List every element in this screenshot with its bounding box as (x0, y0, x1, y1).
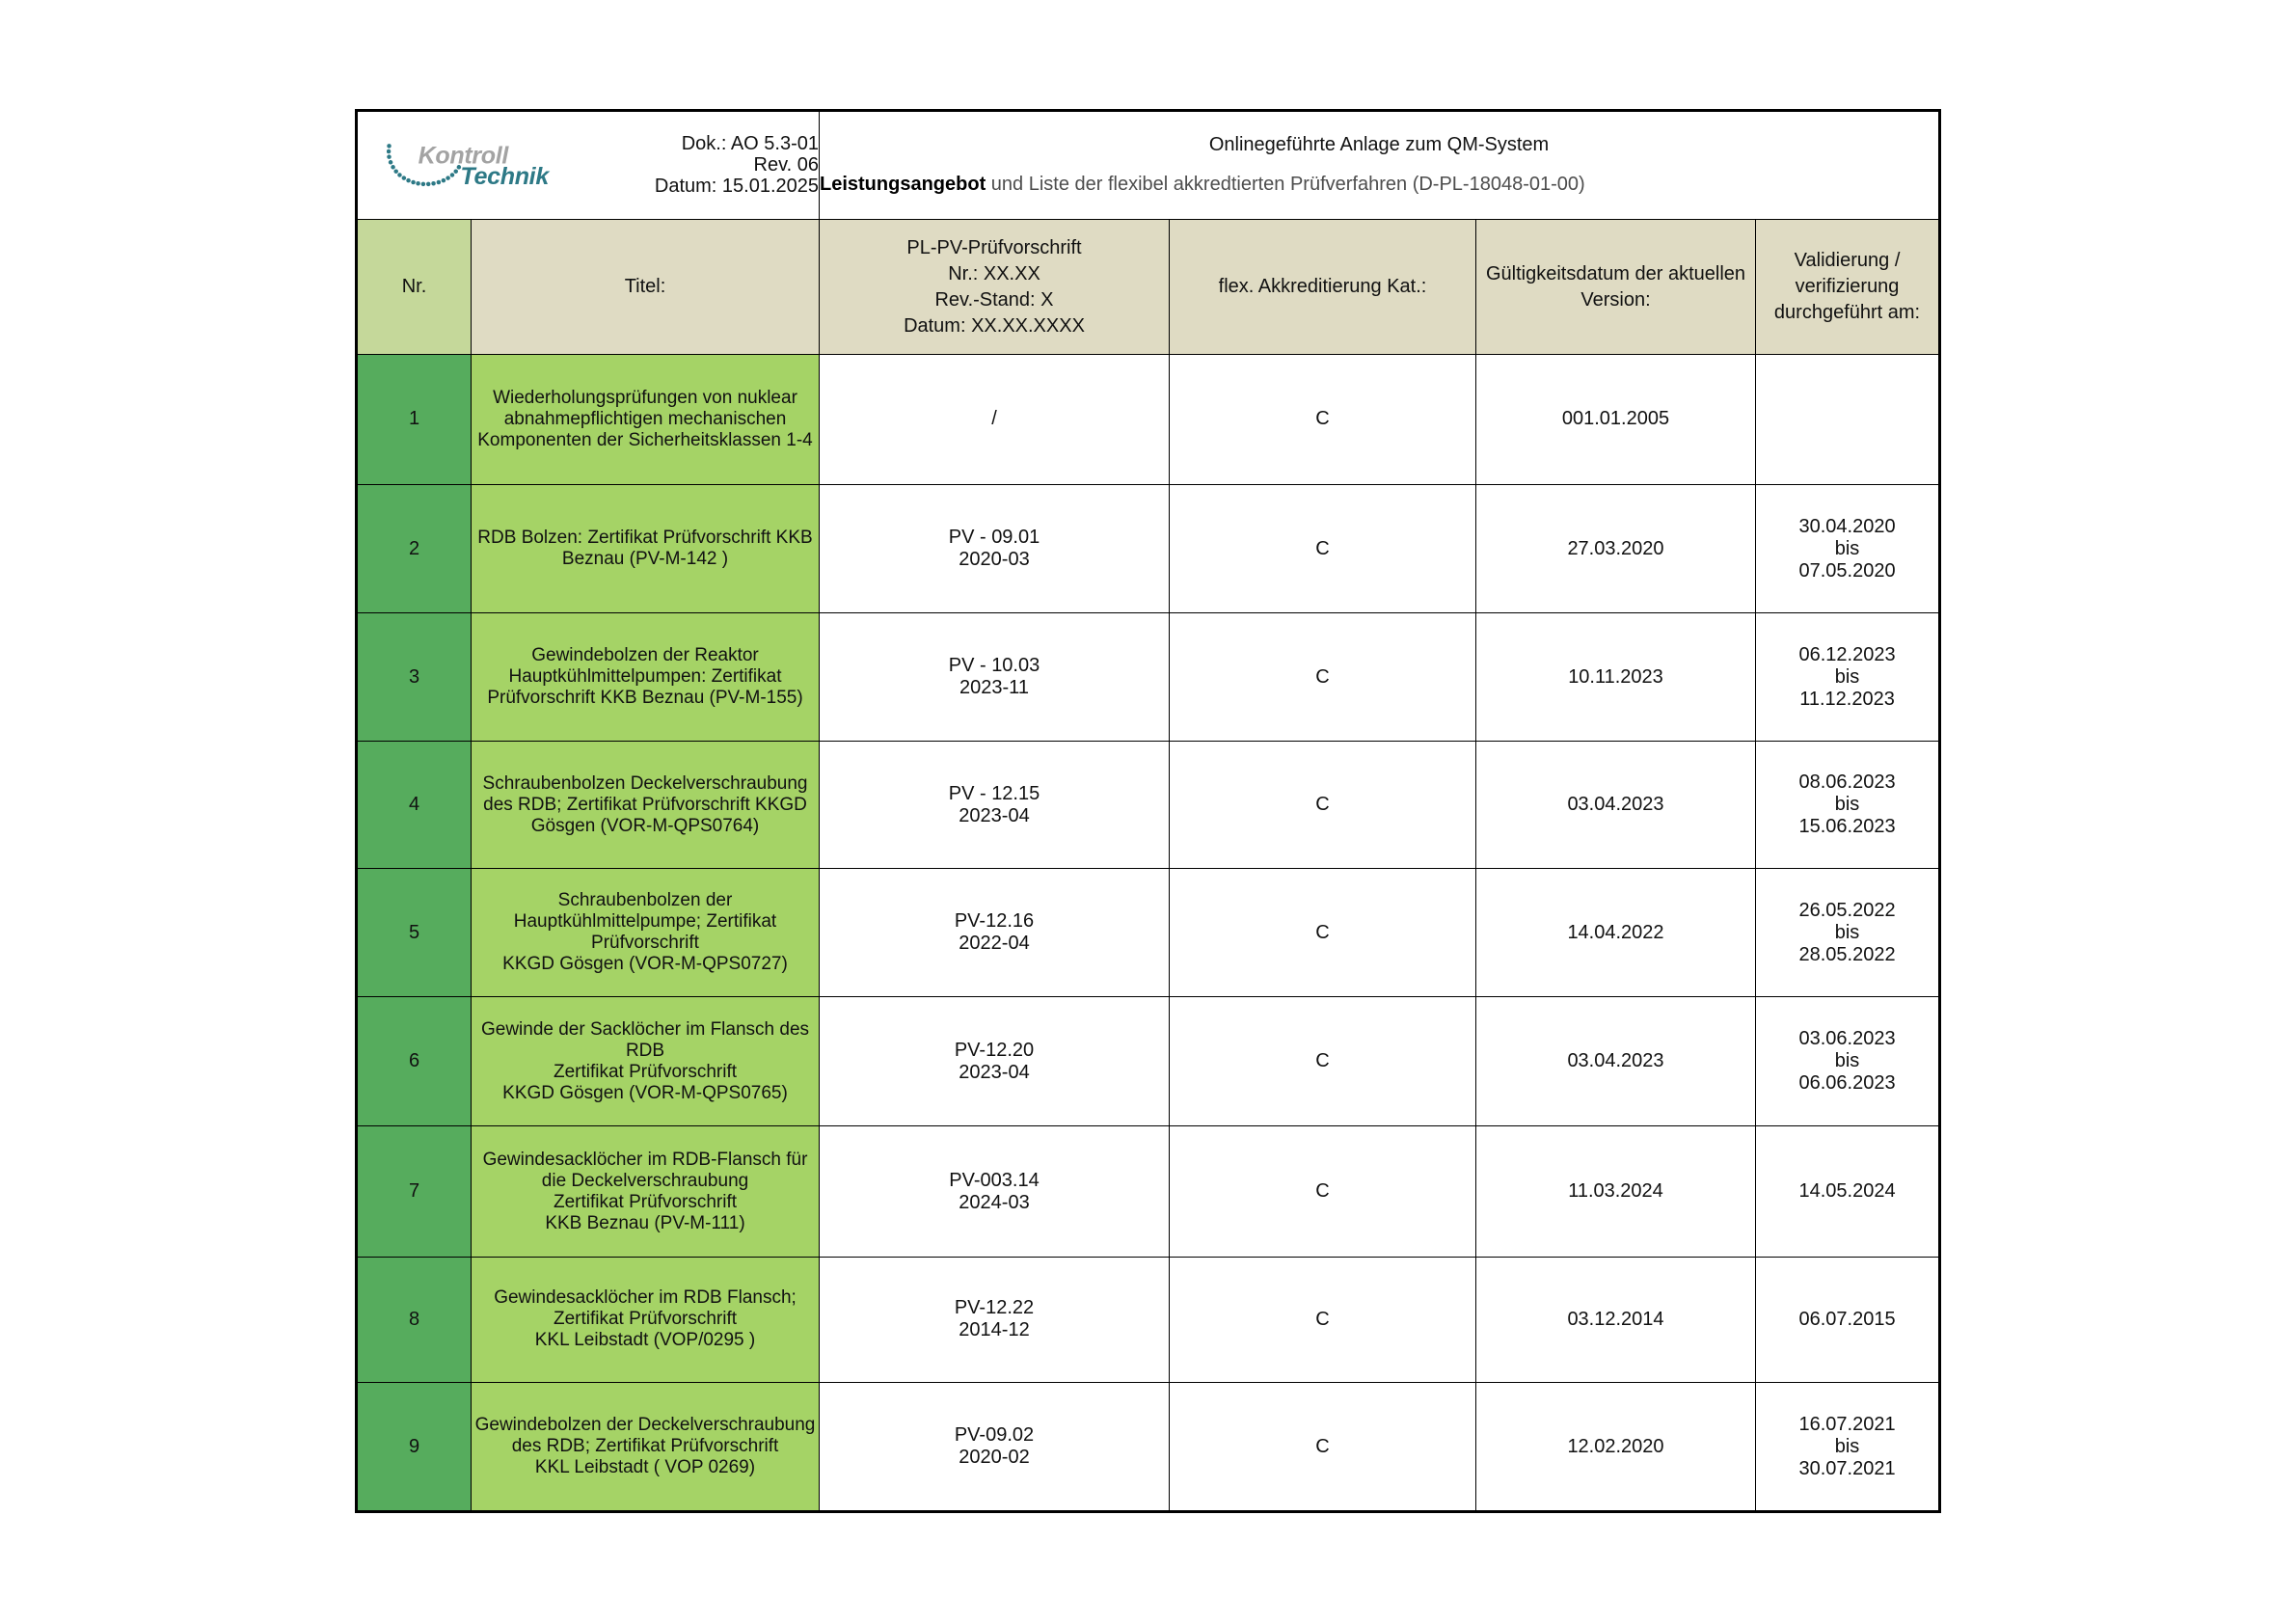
svg-text:Technik: Technik (460, 162, 550, 189)
